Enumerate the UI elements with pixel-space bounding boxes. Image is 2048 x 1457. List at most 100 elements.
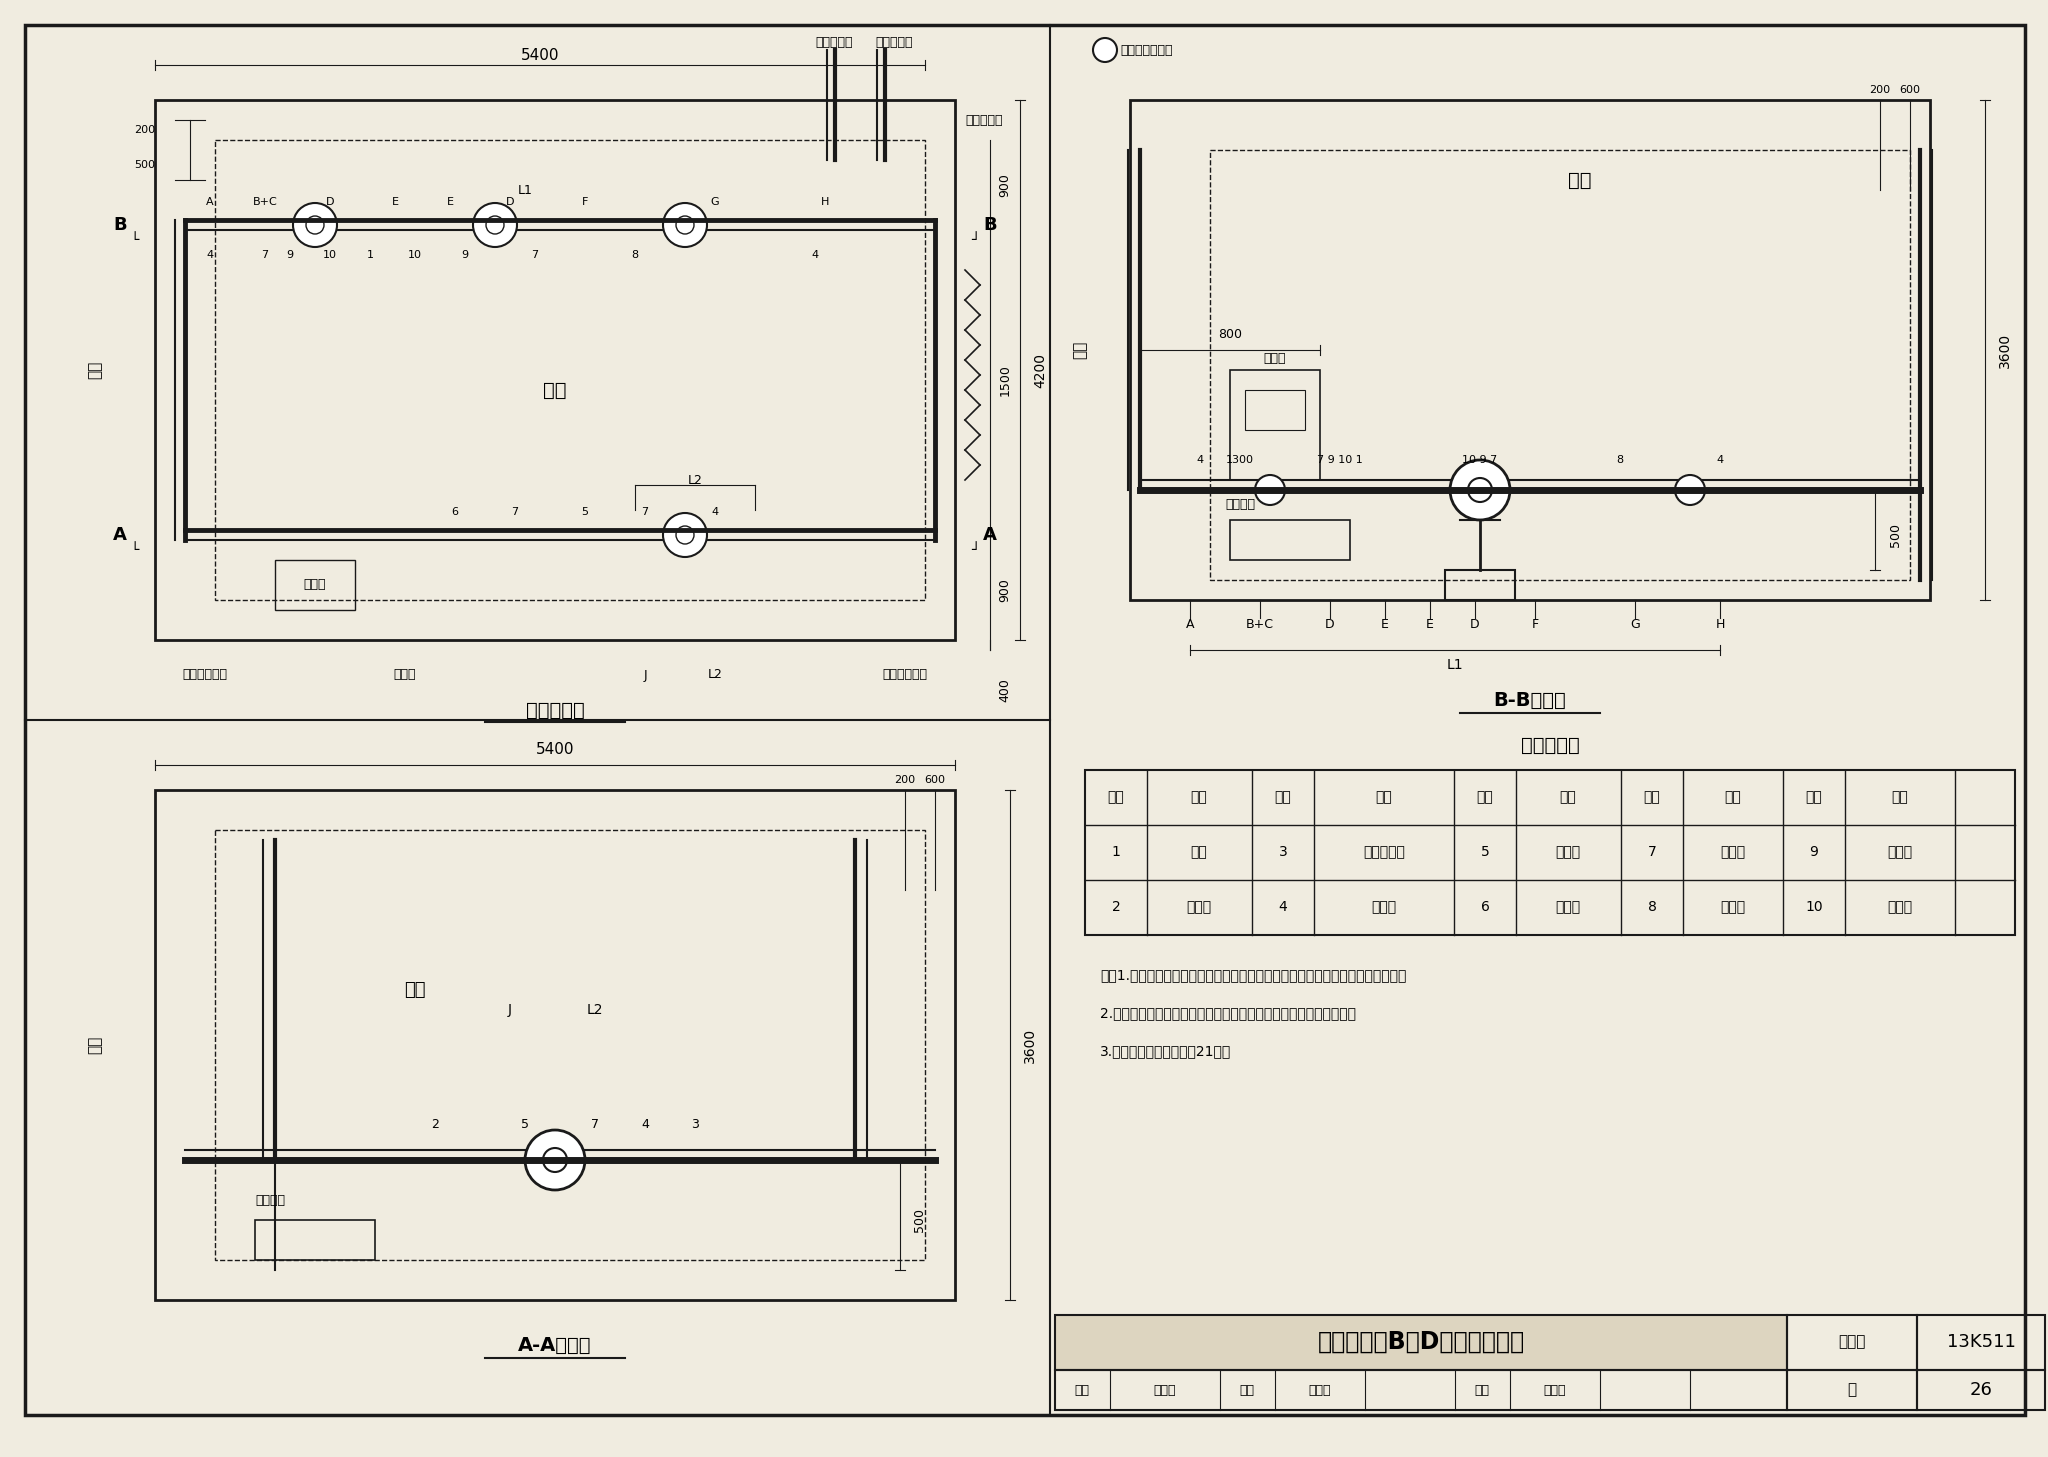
Text: A-A剖面图: A-A剖面图 (518, 1336, 592, 1355)
Text: J: J (643, 669, 647, 682)
Text: 编号: 编号 (1645, 790, 1661, 804)
Text: 7: 7 (262, 251, 268, 259)
Text: ┘: ┘ (971, 233, 979, 248)
Text: 温度计: 温度计 (1554, 900, 1581, 914)
Text: G: G (711, 197, 719, 207)
Circle shape (543, 1148, 567, 1171)
Text: 9: 9 (461, 251, 469, 259)
Text: 控制柜: 控制柜 (303, 578, 326, 592)
Text: D: D (506, 197, 514, 207)
Circle shape (676, 216, 694, 235)
Text: F: F (1532, 619, 1538, 631)
Text: H: H (821, 197, 829, 207)
Text: 能量计: 能量计 (1186, 900, 1212, 914)
Text: 页: 页 (1847, 1383, 1858, 1397)
Text: 止回阀: 止回阀 (1720, 900, 1745, 914)
Circle shape (1450, 460, 1509, 520)
Circle shape (664, 513, 707, 557)
Bar (1917, 1370, 2046, 1410)
Text: 机房: 机房 (543, 380, 567, 399)
Text: B+C: B+C (1245, 619, 1274, 631)
Text: 7 9 10 1: 7 9 10 1 (1317, 455, 1362, 465)
Text: 温度传感器: 温度传感器 (1364, 845, 1405, 860)
Text: 3.安装尺寸详见本图集第21页。: 3.安装尺寸详见本图集第21页。 (1100, 1045, 1231, 1058)
Text: 外墙: 外墙 (88, 1036, 102, 1053)
Text: A: A (983, 526, 997, 543)
Text: 4: 4 (1278, 900, 1288, 914)
Bar (215, 830, 926, 1260)
Text: 8: 8 (1647, 900, 1657, 914)
Text: 4: 4 (207, 251, 213, 259)
Text: 变径管: 变径管 (1888, 900, 1913, 914)
Circle shape (664, 203, 707, 248)
Text: 2.水泵与基础连接仅为示意，惰性块安装或隔振器减振以设计为准。: 2.水泵与基础连接仅为示意，惰性块安装或隔振器减振以设计为准。 (1100, 1005, 1356, 1020)
Text: 200: 200 (895, 775, 915, 785)
Text: L1: L1 (518, 184, 532, 197)
Text: 500: 500 (913, 1208, 926, 1233)
Text: 接用户供水管: 接用户供水管 (182, 669, 227, 682)
Text: 图集号: 图集号 (1839, 1335, 1866, 1349)
Text: 3600: 3600 (1024, 1027, 1036, 1062)
Text: 500: 500 (135, 160, 156, 170)
Text: 4200: 4200 (1032, 353, 1047, 388)
Text: 5: 5 (520, 1119, 528, 1132)
Text: 7: 7 (512, 507, 518, 517)
Text: 4: 4 (811, 251, 819, 259)
Text: 600: 600 (924, 775, 946, 785)
Text: 室外温度传感器: 室外温度传感器 (1120, 44, 1174, 57)
Text: 900: 900 (999, 173, 1012, 197)
Text: 压力表: 压力表 (1720, 845, 1745, 860)
Text: L2: L2 (707, 669, 723, 682)
Text: 编号: 编号 (1274, 790, 1292, 804)
Circle shape (1094, 38, 1116, 63)
Text: 蓬永刚: 蓬永刚 (1309, 1384, 1331, 1396)
Text: 800: 800 (1219, 328, 1241, 341)
Text: 13K511: 13K511 (1946, 1333, 2015, 1351)
Text: 6: 6 (451, 507, 459, 517)
Circle shape (676, 526, 694, 543)
Bar (274, 559, 354, 610)
Text: 马振周: 马振周 (1544, 1384, 1567, 1396)
Text: 名称对照表: 名称对照表 (1520, 736, 1579, 755)
Text: 设计: 设计 (1475, 1384, 1489, 1396)
Text: 1300: 1300 (1227, 455, 1253, 465)
Text: 900: 900 (999, 578, 1012, 602)
Text: 名称: 名称 (1892, 790, 1909, 804)
Text: L2: L2 (688, 474, 702, 487)
Text: D: D (326, 197, 334, 207)
Text: 5400: 5400 (537, 743, 573, 758)
Text: 4: 4 (1716, 455, 1724, 465)
Text: 1500: 1500 (999, 364, 1012, 396)
Bar (1788, 1316, 1917, 1370)
Circle shape (1675, 475, 1706, 506)
Text: └: └ (131, 233, 139, 248)
Text: H: H (1716, 619, 1724, 631)
Bar (256, 1220, 375, 1260)
Text: 2: 2 (430, 1119, 438, 1132)
Text: 多级泵系统B、D型机房安装图: 多级泵系统B、D型机房安装图 (1317, 1330, 1524, 1354)
Text: 3: 3 (690, 1119, 698, 1132)
Text: 名称: 名称 (1724, 790, 1741, 804)
Text: B-B剖面图: B-B剖面图 (1493, 691, 1567, 710)
Text: F: F (582, 197, 588, 207)
Text: 7: 7 (592, 1119, 598, 1132)
Text: 1: 1 (1112, 845, 1120, 860)
Text: 10 9 7: 10 9 7 (1462, 455, 1497, 465)
Bar (1917, 1316, 2046, 1370)
Text: 管网回水管: 管网回水管 (815, 35, 852, 48)
Text: 软接头: 软接头 (1888, 845, 1913, 860)
Text: 500: 500 (1888, 523, 1901, 546)
Bar (1245, 390, 1305, 430)
Text: 接至积水坑: 接至积水坑 (965, 114, 1004, 127)
Text: 2: 2 (1112, 900, 1120, 914)
Text: └: └ (131, 543, 139, 557)
Text: E: E (1425, 619, 1434, 631)
Bar (1231, 370, 1321, 479)
Text: 200: 200 (1870, 85, 1890, 95)
Text: 名称: 名称 (1190, 790, 1208, 804)
Text: 校对: 校对 (1239, 1384, 1255, 1396)
Text: 控制柜: 控制柜 (1264, 351, 1286, 364)
Text: 注：1.水泵弹性接头可用橡胶软接头也可用金属软管连接。具体做法以设计为准。: 注：1.水泵弹性接头可用橡胶软接头也可用金属软管连接。具体做法以设计为准。 (1100, 967, 1407, 982)
Circle shape (293, 203, 338, 248)
Text: 10: 10 (408, 251, 422, 259)
